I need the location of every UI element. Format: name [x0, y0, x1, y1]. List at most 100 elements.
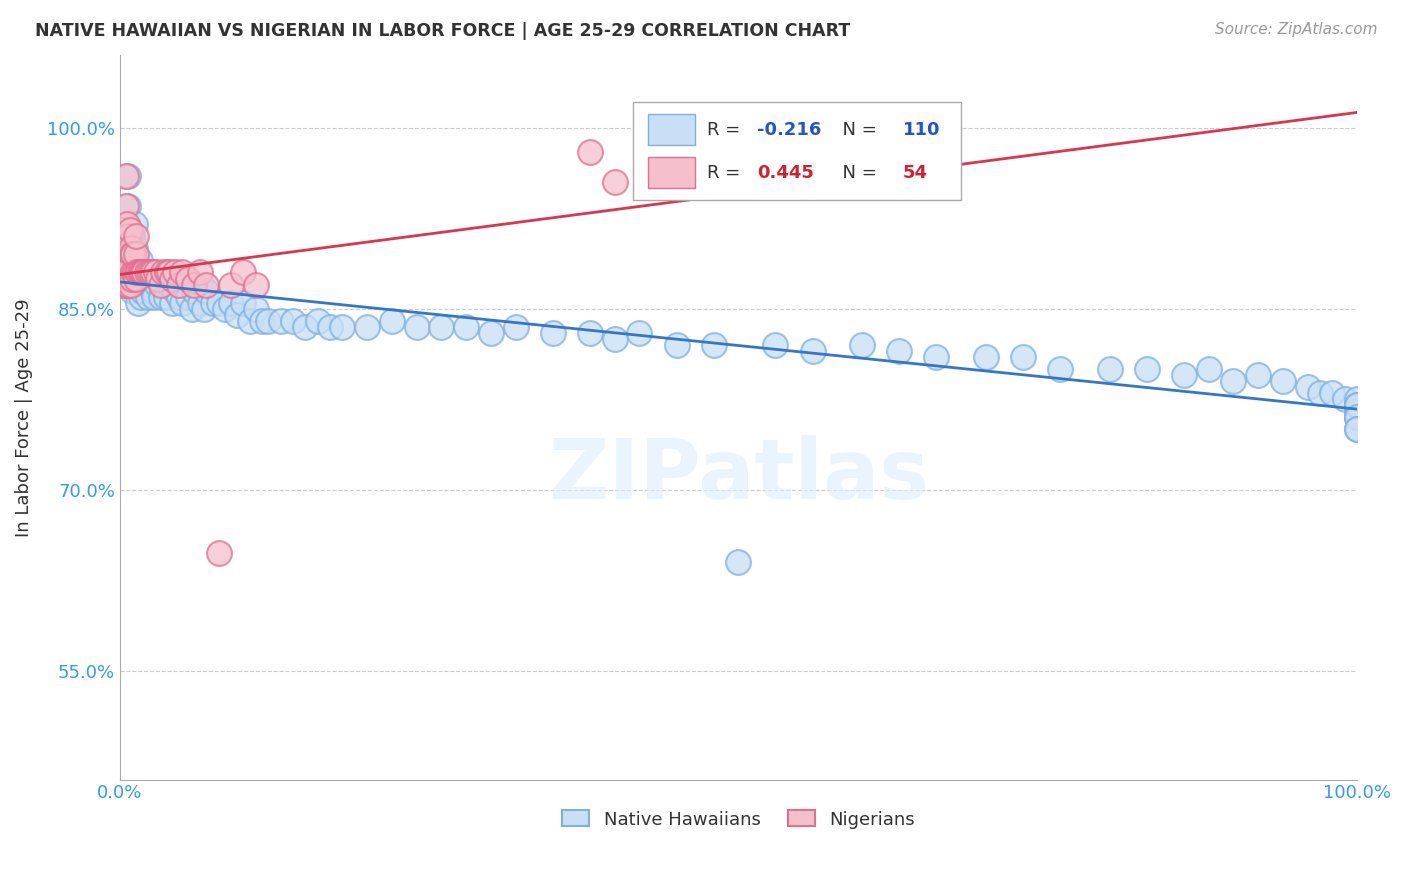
Text: N =: N = [831, 120, 883, 138]
Native Hawaiians [201, 295, 224, 310]
Native Hawaiians [117, 199, 139, 213]
Native Hawaiians [1346, 398, 1368, 412]
Nigerians [134, 265, 156, 279]
Native Hawaiians [245, 301, 267, 316]
Native Hawaiians [142, 284, 165, 298]
Native Hawaiians [121, 284, 143, 298]
Native Hawaiians [628, 326, 651, 340]
Nigerians [125, 247, 148, 261]
Native Hawaiians [889, 343, 911, 358]
Native Hawaiians [214, 301, 236, 316]
Text: 54: 54 [903, 163, 928, 182]
Native Hawaiians [1346, 404, 1368, 418]
Native Hawaiians [125, 277, 148, 292]
Native Hawaiians [188, 295, 211, 310]
Native Hawaiians [152, 277, 174, 292]
Native Hawaiians [165, 284, 187, 298]
Native Hawaiians [195, 284, 218, 298]
Native Hawaiians [136, 290, 159, 304]
Native Hawaiians [541, 326, 564, 340]
Nigerians [167, 277, 190, 292]
Native Hawaiians [115, 277, 138, 292]
Nigerians [114, 277, 136, 292]
Native Hawaiians [270, 314, 292, 328]
Nigerians [118, 271, 141, 285]
Native Hawaiians [160, 295, 183, 310]
Nigerians [145, 265, 167, 279]
Nigerians [152, 265, 174, 279]
Native Hawaiians [127, 295, 149, 310]
Native Hawaiians [1346, 410, 1368, 425]
Native Hawaiians [356, 319, 378, 334]
Text: ZIPatlas: ZIPatlas [548, 434, 929, 516]
Nigerians [183, 277, 205, 292]
Nigerians [131, 265, 153, 279]
Y-axis label: In Labor Force | Age 25-29: In Labor Force | Age 25-29 [15, 298, 32, 537]
Native Hawaiians [143, 290, 166, 304]
Native Hawaiians [180, 301, 202, 316]
Native Hawaiians [579, 326, 602, 340]
Nigerians [117, 253, 139, 268]
Nigerians [117, 229, 139, 244]
Nigerians [115, 265, 138, 279]
Native Hawaiians [974, 350, 997, 364]
Native Hawaiians [124, 277, 146, 292]
Native Hawaiians [925, 350, 948, 364]
Native Hawaiians [117, 169, 139, 183]
Native Hawaiians [1346, 398, 1368, 412]
Nigerians [208, 546, 231, 560]
Native Hawaiians [132, 271, 155, 285]
Nigerians [118, 223, 141, 237]
Native Hawaiians [239, 314, 262, 328]
Nigerians [115, 241, 138, 255]
Native Hawaiians [456, 319, 478, 334]
Native Hawaiians [332, 319, 354, 334]
Native Hawaiians [125, 260, 148, 274]
Native Hawaiians [1049, 362, 1071, 376]
Nigerians [122, 247, 145, 261]
Nigerians [603, 175, 626, 189]
Native Hawaiians [121, 229, 143, 244]
Bar [633, 103, 962, 200]
Native Hawaiians [430, 319, 453, 334]
Native Hawaiians [125, 253, 148, 268]
Nigerians [142, 265, 165, 279]
Native Hawaiians [129, 290, 152, 304]
Native Hawaiians [319, 319, 342, 334]
Nigerians [124, 265, 146, 279]
Native Hawaiians [1271, 374, 1294, 388]
Native Hawaiians [167, 290, 190, 304]
Native Hawaiians [134, 265, 156, 279]
Legend: Native Hawaiians, Nigerians: Native Hawaiians, Nigerians [555, 803, 922, 836]
Native Hawaiians [603, 332, 626, 346]
Text: NATIVE HAWAIIAN VS NIGERIAN IN LABOR FORCE | AGE 25-29 CORRELATION CHART: NATIVE HAWAIIAN VS NIGERIAN IN LABOR FOR… [35, 22, 851, 40]
Native Hawaiians [122, 265, 145, 279]
Nigerians [160, 271, 183, 285]
Native Hawaiians [1247, 368, 1270, 383]
Native Hawaiians [131, 284, 153, 298]
Nigerians [121, 271, 143, 285]
Nigerians [149, 277, 172, 292]
Nigerians [117, 277, 139, 292]
Native Hawaiians [1346, 422, 1368, 436]
Nigerians [188, 265, 211, 279]
Nigerians [245, 277, 267, 292]
Native Hawaiians [139, 277, 162, 292]
Nigerians [125, 229, 148, 244]
Native Hawaiians [1346, 392, 1368, 407]
Native Hawaiians [1346, 410, 1368, 425]
Nigerians [127, 265, 149, 279]
Native Hawaiians [703, 338, 725, 352]
Native Hawaiians [1322, 386, 1344, 401]
Native Hawaiians [219, 295, 242, 310]
Native Hawaiians [128, 271, 150, 285]
Native Hawaiians [851, 338, 873, 352]
Nigerians [125, 271, 148, 285]
Native Hawaiians [1198, 362, 1220, 376]
Native Hawaiians [1222, 374, 1244, 388]
Native Hawaiians [170, 295, 193, 310]
Native Hawaiians [1346, 410, 1368, 425]
Native Hawaiians [250, 314, 273, 328]
Native Hawaiians [173, 277, 195, 292]
Nigerians [118, 247, 141, 261]
